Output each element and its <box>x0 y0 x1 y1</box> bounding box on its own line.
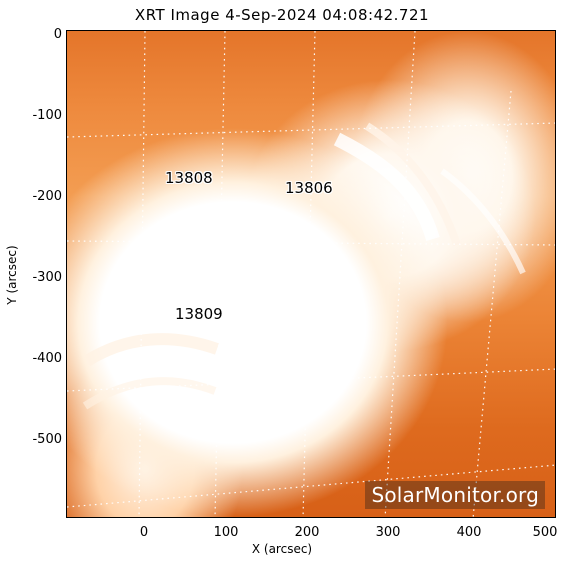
x-tick-0: 0 <box>139 525 149 540</box>
active-region-13809: 13809 <box>175 305 223 323</box>
image-title: XRT Image 4-Sep-2024 04:08:42.721 <box>134 6 430 24</box>
x-axis-label: X (arcsec) <box>251 542 313 556</box>
xrt-solar-image: 13808 13806 13809 SolarMonitor.org <box>66 30 556 518</box>
x-tick-300: 300 <box>375 525 401 540</box>
y-tick-minus-500: -500 <box>32 432 62 447</box>
y-tick-minus-300: -300 <box>32 270 62 285</box>
x-tick-500: 500 <box>532 525 558 540</box>
x-tick-100: 100 <box>213 525 239 540</box>
solarmonitor-watermark: SolarMonitor.org <box>365 481 545 509</box>
y-axis-label: Y (arcsec) <box>5 245 19 305</box>
x-tick-200: 200 <box>294 525 320 540</box>
y-tick-minus-400: -400 <box>32 351 62 366</box>
active-region-13806: 13806 <box>285 179 333 197</box>
y-tick-minus-100: -100 <box>32 108 62 123</box>
y-tick-0: 0 <box>53 27 62 42</box>
x-tick-400: 400 <box>456 525 482 540</box>
y-tick-minus-200: -200 <box>32 189 62 204</box>
solar-image-overlay <box>67 31 555 517</box>
active-region-13808: 13808 <box>165 169 213 187</box>
